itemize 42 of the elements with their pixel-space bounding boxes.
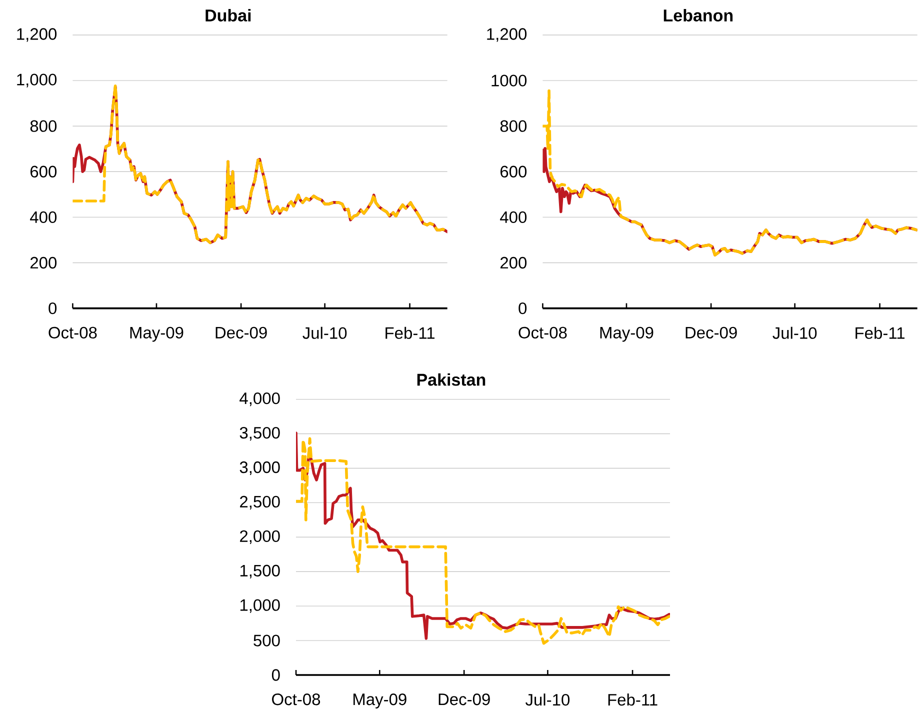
- x-tick-label: Oct-08: [518, 326, 567, 338]
- x-tick-label: Dec-09: [438, 694, 490, 706]
- y-tick-label: 0: [272, 669, 280, 681]
- y-tick-label: 0: [518, 302, 527, 314]
- x-tick-label: Feb-11: [856, 326, 905, 339]
- x-tick-label: May-09: [353, 694, 406, 708]
- y-tick-label: 500: [254, 634, 280, 646]
- y-tick-label: 200: [30, 256, 57, 269]
- y-tick-label: 1,000: [240, 599, 280, 613]
- x-tick-label: May-09: [130, 326, 184, 342]
- y-tick-label: 3,000: [240, 461, 280, 476]
- y-tick-label: 400: [500, 211, 527, 224]
- y-tick-label: 3,500: [240, 426, 280, 441]
- x-tick-label: Jul-10: [526, 694, 570, 706]
- y-tick-label: 200: [500, 256, 527, 269]
- y-tick-label: 4,000: [240, 392, 280, 406]
- chart-title: Pakistan: [417, 373, 486, 386]
- x-tick-label: Oct-08: [272, 694, 320, 706]
- y-tick-label: 400: [30, 211, 57, 224]
- x-tick-label: Jul-10: [302, 326, 347, 339]
- x-tick-label: Dec-09: [686, 326, 737, 338]
- y-tick-label: 1,200: [17, 28, 57, 42]
- x-tick-label: Feb-11: [608, 694, 658, 706]
- y-tick-label: 2,500: [240, 496, 280, 510]
- y-tick-label: 600: [500, 166, 527, 178]
- y-tick-label: 1,500: [240, 564, 280, 578]
- y-tick-label: 1,000: [17, 74, 57, 88]
- y-tick-label: 800: [500, 120, 527, 132]
- chart-title: Lebanon: [664, 9, 733, 22]
- y-tick-label: 800: [30, 120, 57, 132]
- y-tick-label: 1,200: [487, 28, 527, 42]
- y-tick-label: 1000: [492, 74, 527, 86]
- x-tick-label: Dec-09: [216, 326, 267, 338]
- x-tick-label: Feb-11: [386, 326, 434, 339]
- y-tick-label: 600: [30, 166, 57, 178]
- x-tick-label: Oct-08: [48, 326, 97, 338]
- x-tick-label: Jul-10: [772, 326, 817, 339]
- x-tick-label: May-09: [600, 326, 654, 342]
- chart-title: Dubai: [206, 9, 251, 22]
- line-series: [542, 89, 918, 256]
- y-tick-label: 2,000: [240, 530, 280, 544]
- y-tick-label: 0: [48, 302, 57, 314]
